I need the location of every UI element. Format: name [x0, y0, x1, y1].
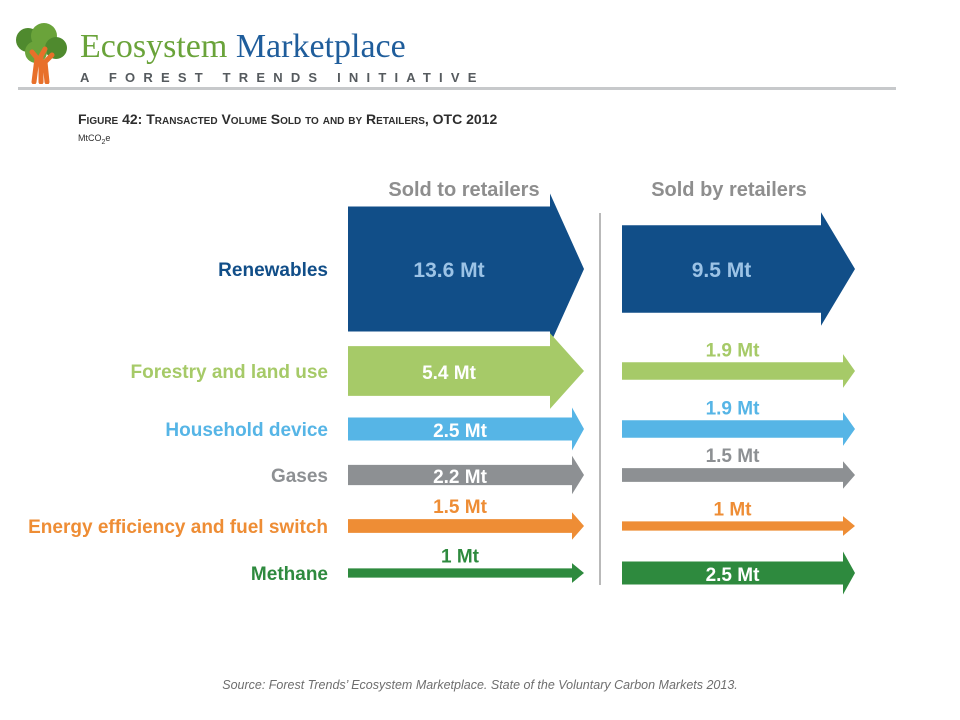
value-label-sold-by-retailers-household-device: 1.9 Mt: [706, 398, 761, 419]
value-label-sold-to-retailers-gases: 2.2 Mt: [433, 467, 488, 488]
category-label-household-device: Household device: [165, 420, 328, 441]
arrow-sold-by-retailers-household-device: [622, 412, 855, 446]
value-label-sold-by-retailers-energy-efficiency-and-fuel-switch: 1 Mt: [714, 499, 753, 520]
column-title-sold-to-retailers: Sold to retailers: [388, 179, 539, 201]
units-tail: e: [105, 133, 111, 143]
brand-name-part1: Ecosystem: [80, 28, 228, 65]
category-label-gases: Gases: [271, 466, 328, 487]
brand-tagline: A FOREST TRENDS INITIATIVE: [80, 70, 485, 85]
units-subscript: 2: [101, 138, 106, 146]
brand-name: Ecosystem Marketplace: [80, 25, 406, 69]
figure-units: MtCO2e: [78, 133, 110, 146]
source-note: Source: Forest Trends’ Ecosystem Marketp…: [222, 678, 738, 692]
category-label-forestry-and-land-use: Forestry and land use: [131, 362, 328, 383]
value-label-sold-by-retailers-methane: 2.5 Mt: [706, 565, 761, 586]
header-divider: [18, 87, 896, 90]
arrow-sold-to-retailers-forestry-and-land-use: [348, 333, 584, 409]
arrow-sold-by-retailers-gases: [622, 461, 855, 489]
arrow-sold-by-retailers-energy-efficiency-and-fuel-switch: [622, 516, 855, 536]
arrow-sold-to-retailers-methane: [348, 563, 584, 583]
value-label-sold-to-retailers-household-device: 2.5 Mt: [433, 421, 488, 442]
arrow-sold-by-retailers-forestry-and-land-use: [622, 354, 855, 388]
category-label-methane: Methane: [251, 564, 328, 585]
value-label-sold-to-retailers-energy-efficiency-and-fuel-switch: 1.5 Mt: [433, 497, 488, 518]
column-title-sold-by-retailers: Sold by retailers: [651, 179, 807, 201]
value-label-sold-by-retailers-gases: 1.5 Mt: [706, 446, 761, 467]
figure-title: Figure 42: Transacted Volume Sold to and…: [78, 111, 498, 127]
value-label-sold-by-retailers-forestry-and-land-use: 1.9 Mt: [706, 340, 761, 361]
arrow-sold-to-retailers-energy-efficiency-and-fuel-switch: [348, 512, 584, 540]
value-label-sold-by-retailers-renewables: 9.5 Mt: [692, 259, 752, 282]
brand-name-part2: Marketplace: [235, 28, 406, 65]
tree-logo-icon: [16, 23, 67, 84]
value-label-sold-to-retailers-forestry-and-land-use: 5.4 Mt: [422, 363, 477, 384]
category-label-energy-efficiency-and-fuel-switch: Energy efficiency and fuel switch: [28, 517, 328, 538]
arrow-chart: Sold to retailers Sold by retailers Renewa…: [28, 179, 855, 595]
units-main: MtCO: [78, 133, 102, 143]
arrow-sold-to-retailers-renewables: [348, 193, 584, 345]
arrow-sold-by-retailers-methane: [622, 551, 855, 595]
value-label-sold-to-retailers-methane: 1 Mt: [441, 546, 480, 567]
arrow-sold-to-retailers-household-device: [348, 407, 584, 451]
value-label-sold-to-retailers-renewables: 13.6 Mt: [413, 259, 484, 282]
arrow-sold-by-retailers-renewables: [622, 212, 855, 326]
category-label-renewables: Renewables: [218, 260, 328, 281]
arrow-sold-to-retailers-gases: [348, 455, 584, 495]
